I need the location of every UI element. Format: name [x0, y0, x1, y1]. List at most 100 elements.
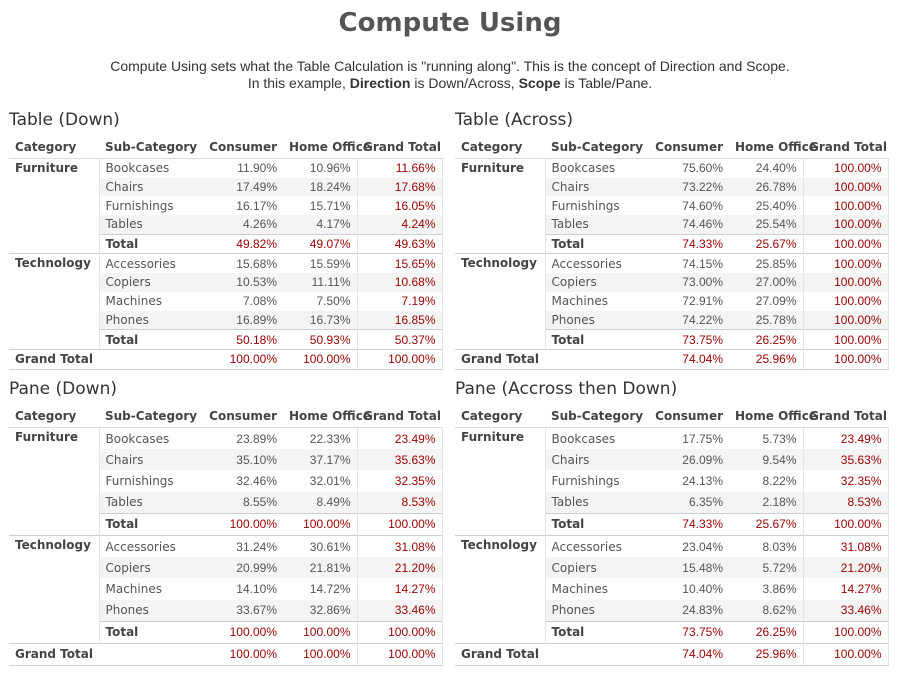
home-office-value[interactable]: 32.01%	[309, 473, 351, 488]
sub-category-cell[interactable]: Phones	[545, 310, 645, 330]
sub-category-cell[interactable]: Bookcases	[551, 431, 616, 446]
sub-category-cell[interactable]: Phones	[99, 310, 199, 330]
col-header-consumer[interactable]: Consumer	[645, 405, 729, 428]
sub-category-cell[interactable]: Phones	[99, 599, 199, 622]
consumer-value[interactable]: 74.15%	[645, 253, 729, 274]
grand-total-value[interactable]: 100.00%	[802, 273, 889, 292]
grand-total-consumer[interactable]: 100.00%	[199, 348, 283, 370]
grand-total-overall[interactable]: 100.00%	[802, 642, 889, 667]
home-office-value[interactable]: 5.73%	[762, 431, 797, 446]
consumer-value[interactable]: 7.08%	[242, 294, 277, 309]
home-office-value[interactable]: 25.85%	[729, 253, 803, 274]
subtotal-consumer[interactable]: 100.00%	[199, 512, 283, 536]
grand-total-value[interactable]: 11.66%	[356, 158, 443, 178]
sub-category-cell[interactable]: Accessories	[545, 534, 645, 558]
home-office-value[interactable]: 24.40%	[755, 161, 797, 176]
col-header-home-office[interactable]: Home Office	[729, 136, 817, 159]
sub-category-cell[interactable]: Tables	[99, 491, 199, 514]
sub-category-cell[interactable]: Furnishings	[551, 473, 620, 488]
grand-total-consumer[interactable]: 74.04%	[645, 642, 729, 667]
sub-category-cell[interactable]: Bookcases	[105, 431, 170, 446]
sub-category-cell[interactable]: Chairs	[99, 449, 199, 471]
consumer-value[interactable]: 8.55%	[199, 491, 283, 514]
sub-category-cell[interactable]: Chairs	[545, 177, 645, 197]
col-header-consumer[interactable]: Consumer	[645, 136, 729, 159]
home-office-value[interactable]: 26.78%	[729, 177, 803, 197]
grand-total-value[interactable]: 15.65%	[356, 253, 443, 274]
sub-category-cell[interactable]: Chairs	[545, 449, 645, 471]
grand-total-value[interactable]: 32.35%	[802, 470, 889, 492]
grand-total-value[interactable]: 100.00%	[802, 253, 889, 274]
home-office-value[interactable]: 8.22%	[762, 473, 797, 488]
subtotal-consumer[interactable]: 100.00%	[199, 620, 283, 644]
subtotal-consumer[interactable]: 49.82%	[199, 233, 283, 254]
subtotal-consumer[interactable]: 73.75%	[645, 620, 729, 644]
col-header-category[interactable]: Category	[455, 136, 545, 159]
home-office-value[interactable]: 2.18%	[729, 491, 803, 514]
grand-total-value[interactable]: 14.27%	[356, 578, 443, 600]
sub-category-cell[interactable]: Machines	[551, 294, 608, 309]
home-office-value[interactable]: 8.62%	[729, 599, 803, 622]
consumer-value[interactable]: 72.91%	[682, 294, 723, 309]
sub-category-cell[interactable]: Copiers	[545, 273, 645, 292]
col-header-category[interactable]: Category	[9, 136, 99, 159]
sub-category-cell[interactable]: Machines	[105, 581, 162, 596]
grand-total-overall[interactable]: 100.00%	[356, 348, 443, 370]
grand-total-overall[interactable]: 100.00%	[802, 348, 889, 370]
home-office-value[interactable]: 15.59%	[283, 253, 357, 274]
col-header-grand-total[interactable]: Grand Total	[357, 405, 442, 428]
consumer-value[interactable]: 4.26%	[199, 215, 283, 235]
sub-category-cell[interactable]: Chairs	[99, 177, 199, 197]
col-header-sub-category[interactable]: Sub-Category	[545, 405, 645, 428]
grand-total-value[interactable]: 21.20%	[802, 557, 889, 579]
consumer-value[interactable]: 24.83%	[645, 599, 729, 622]
consumer-value[interactable]: 16.89%	[199, 310, 283, 330]
home-office-value[interactable]: 15.71%	[309, 198, 351, 213]
grand-total-overall[interactable]: 100.00%	[356, 642, 443, 667]
sub-category-cell[interactable]: Accessories	[99, 253, 199, 274]
consumer-value[interactable]: 15.48%	[645, 557, 729, 579]
consumer-value[interactable]: 32.46%	[236, 473, 277, 488]
col-header-sub-category[interactable]: Sub-Category	[99, 136, 199, 159]
subtotal-grand-total[interactable]: 50.37%	[356, 329, 443, 350]
consumer-value[interactable]: 23.89%	[236, 431, 277, 446]
grand-total-home-office[interactable]: 100.00%	[283, 348, 357, 370]
grand-total-value[interactable]: 31.08%	[356, 534, 443, 558]
home-office-value[interactable]: 21.81%	[283, 557, 357, 579]
sub-category-cell[interactable]: Tables	[99, 215, 199, 235]
consumer-value[interactable]: 17.49%	[199, 177, 283, 197]
subtotal-home-office[interactable]: 25.67%	[729, 512, 803, 536]
sub-category-cell[interactable]: Machines	[551, 581, 608, 596]
home-office-value[interactable]: 25.40%	[755, 198, 797, 213]
grand-total-value[interactable]: 100.00%	[802, 177, 889, 197]
home-office-value[interactable]: 27.00%	[729, 273, 803, 292]
grand-total-consumer[interactable]: 74.04%	[645, 348, 729, 370]
consumer-value[interactable]: 6.35%	[645, 491, 729, 514]
grand-total-value[interactable]: 31.08%	[802, 534, 889, 558]
category-cell[interactable]: Furniture	[455, 427, 546, 536]
home-office-value[interactable]: 9.54%	[729, 449, 803, 471]
col-header-home-office[interactable]: Home Office	[729, 405, 817, 428]
subtotal-grand-total[interactable]: 100.00%	[356, 620, 443, 644]
subtotal-home-office[interactable]: 100.00%	[283, 512, 357, 536]
grand-total-value[interactable]: 16.85%	[356, 310, 443, 330]
consumer-value[interactable]: 24.13%	[682, 473, 723, 488]
sub-category-cell[interactable]: Copiers	[99, 557, 199, 579]
grand-total-value[interactable]: 33.46%	[802, 599, 889, 622]
home-office-value[interactable]: 10.96%	[309, 161, 351, 176]
subtotal-consumer[interactable]: 74.33%	[645, 512, 729, 536]
consumer-value[interactable]: 74.22%	[645, 310, 729, 330]
col-header-grand-total[interactable]: Grand Total	[803, 136, 888, 159]
subtotal-home-office[interactable]: 100.00%	[283, 620, 357, 644]
subtotal-home-office[interactable]: 26.25%	[729, 620, 803, 644]
consumer-value[interactable]: 73.22%	[645, 177, 729, 197]
consumer-value[interactable]: 16.17%	[236, 198, 277, 213]
consumer-value[interactable]: 10.40%	[682, 581, 723, 596]
col-header-consumer[interactable]: Consumer	[199, 136, 283, 159]
subtotal-consumer[interactable]: 74.33%	[645, 233, 729, 254]
sub-category-cell[interactable]: Tables	[545, 491, 645, 514]
home-office-value[interactable]: 8.03%	[729, 534, 803, 558]
consumer-value[interactable]: 23.04%	[645, 534, 729, 558]
home-office-value[interactable]: 22.33%	[309, 431, 351, 446]
subtotal-grand-total[interactable]: 100.00%	[802, 620, 889, 644]
